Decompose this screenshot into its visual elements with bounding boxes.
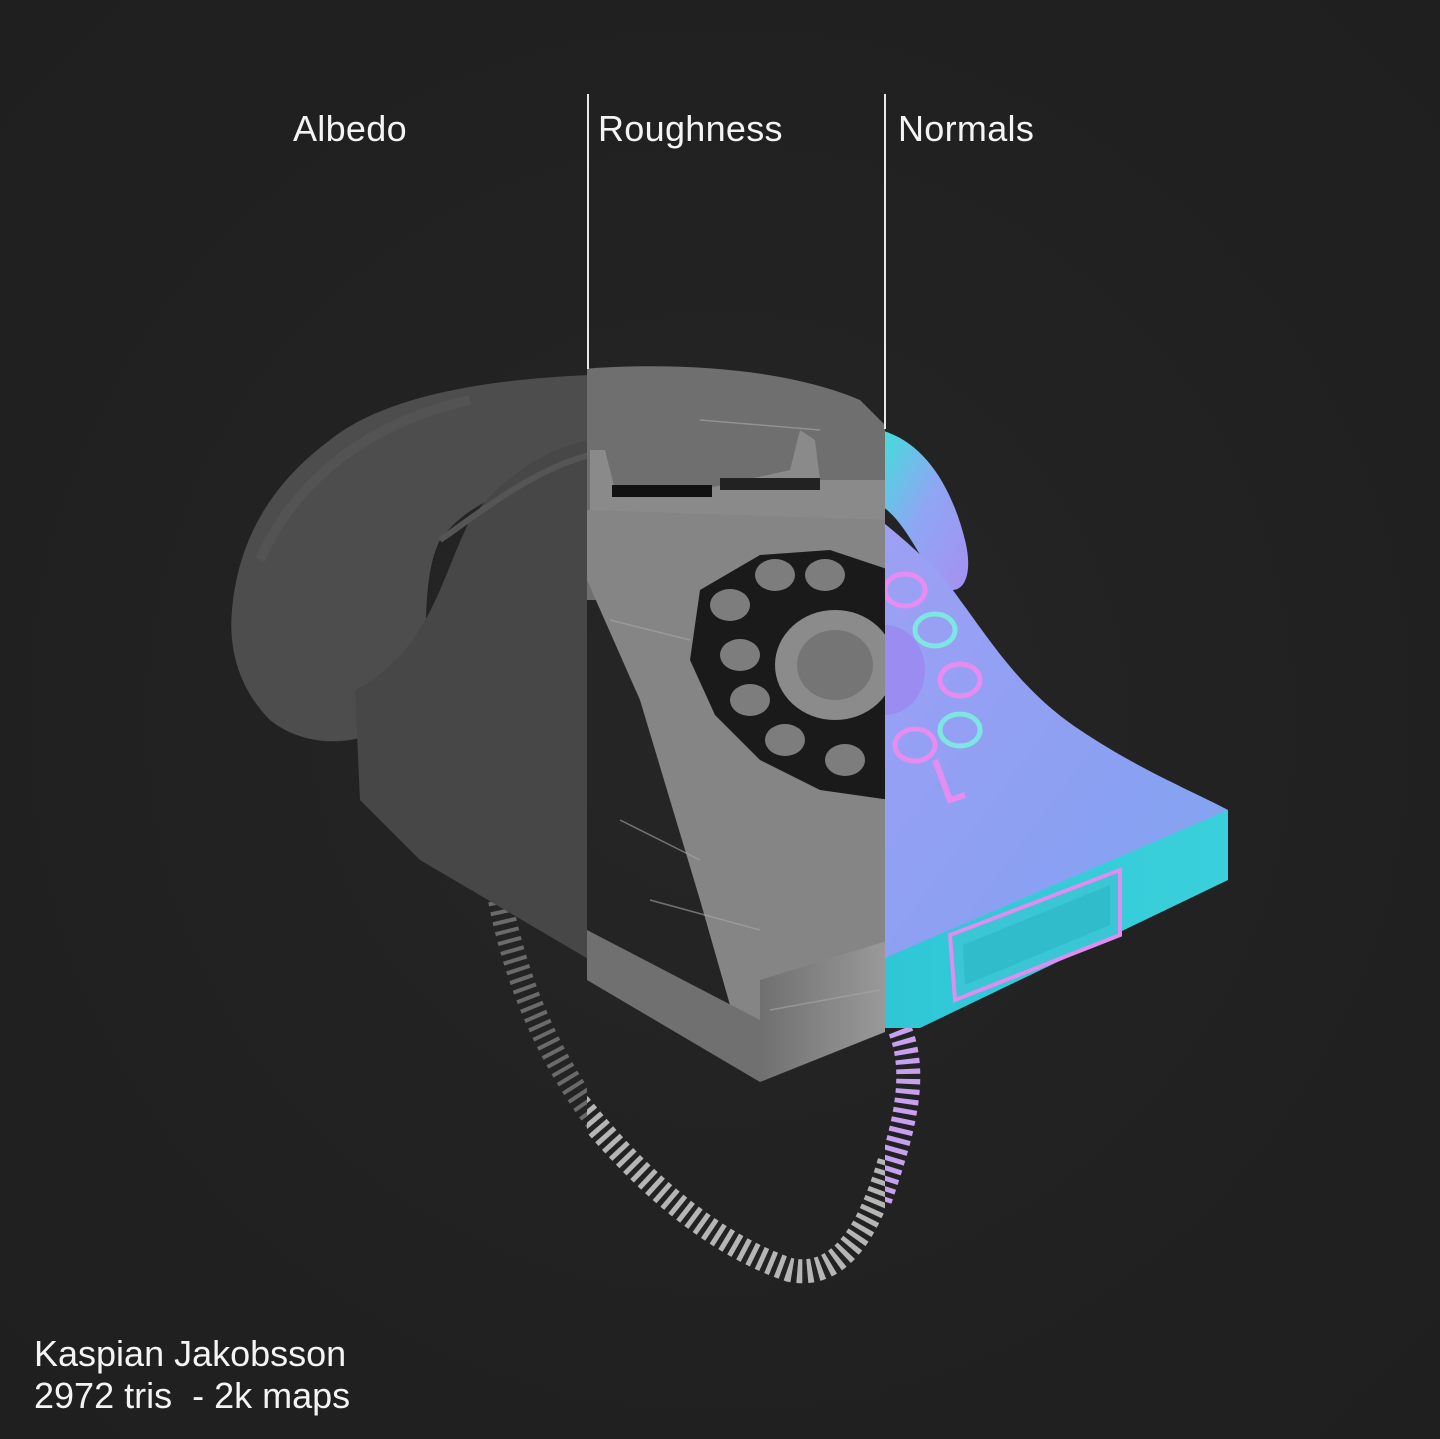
normals-section [885, 431, 1228, 1204]
albedo-section [231, 375, 587, 1128]
divider-roughness-normals [884, 94, 886, 429]
credits-block: Kaspian Jakobsson 2972 tris - 2k maps [34, 1333, 350, 1417]
rotary-dial-normals [885, 571, 983, 804]
rotary-dial-roughness [690, 550, 885, 800]
author-name: Kaspian Jakobsson [34, 1333, 347, 1374]
label-albedo: Albedo [293, 108, 407, 149]
model-stats: 2972 tris - 2k maps [34, 1375, 351, 1416]
divider-albedo-roughness [587, 94, 589, 369]
label-normals: Normals [898, 108, 1035, 149]
roughness-section [587, 366, 885, 1284]
label-roughness: Roughness [598, 108, 783, 149]
